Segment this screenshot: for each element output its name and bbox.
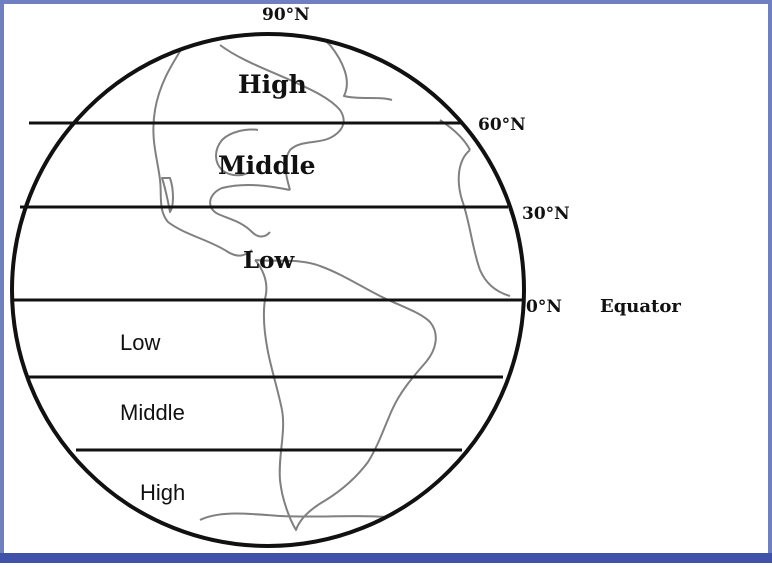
arctic-islands — [269, 34, 393, 101]
label-0n: 0°N — [526, 297, 562, 317]
north-america-west-coast — [152, 34, 253, 257]
antarctic-coast — [199, 512, 401, 521]
zone-north-high: High — [238, 70, 307, 99]
gulf-of-mexico — [209, 183, 291, 238]
frame-bottom-bar — [0, 553, 772, 563]
zone-north-low: Low — [243, 247, 296, 274]
latitude-lines — [14, 121, 522, 452]
label-30n: 30°N — [522, 204, 570, 224]
label-90n: 90°N — [262, 5, 310, 25]
baja-peninsula — [161, 177, 174, 213]
south-america — [254, 259, 437, 531]
zone-north-middle: Middle — [218, 151, 316, 180]
label-equator: Equator — [600, 296, 681, 317]
zone-south-low: Low — [120, 330, 160, 355]
zone-south-middle: Middle — [120, 400, 185, 425]
continent-outlines — [152, 34, 511, 531]
greenland — [457, 149, 511, 297]
globe-outline — [10, 32, 526, 548]
hudson-bay — [215, 128, 259, 177]
zone-south-high: High — [140, 480, 185, 505]
label-60n: 60°N — [478, 115, 526, 135]
